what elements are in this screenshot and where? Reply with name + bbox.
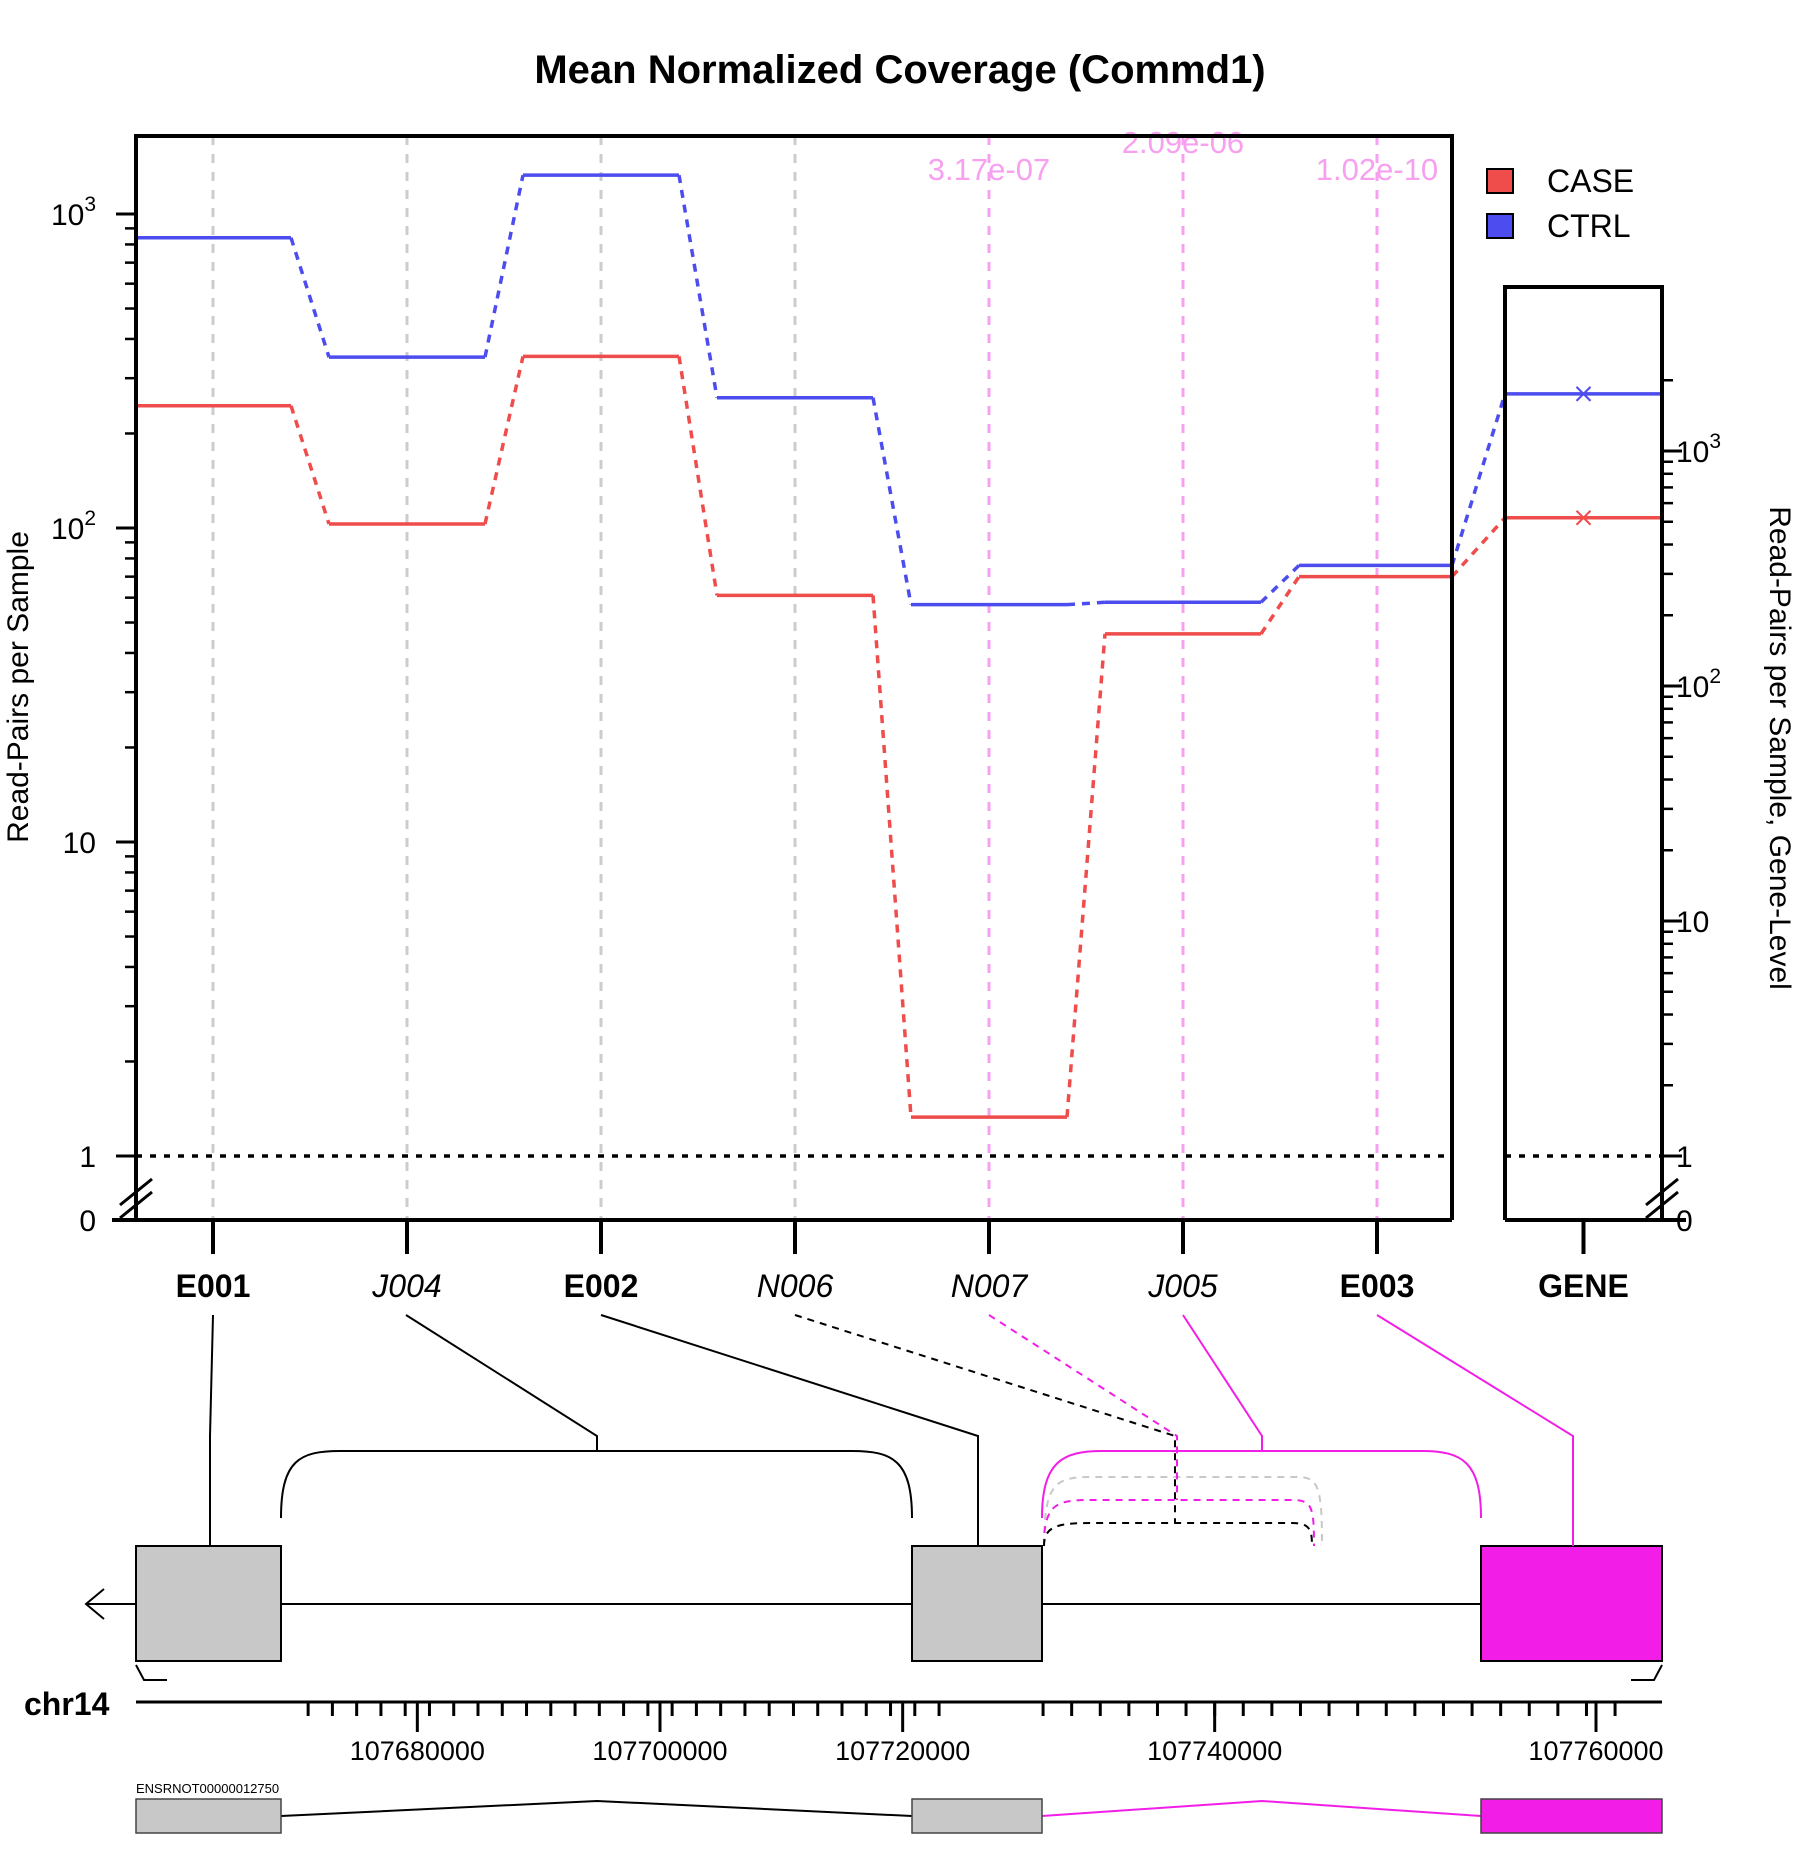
pvalue-label-j005: 2.09e-06 xyxy=(1122,125,1244,160)
junction-arc-j004 xyxy=(280,1450,913,1519)
genome-coord-label-107680000: 107680000 xyxy=(350,1736,485,1766)
series-case-connector-4 xyxy=(1065,633,1107,1118)
legend-label-ctrl: CTRL xyxy=(1547,208,1631,244)
y-tick-label-right-0: 0 xyxy=(1676,1205,1693,1238)
strand-arrow-icon xyxy=(84,1588,105,1620)
transcript-exon-2 xyxy=(911,1798,1043,1834)
y-tick-label-left-0: 0 xyxy=(79,1205,96,1238)
y-tick-label-left-100: 102 xyxy=(51,507,96,546)
y-tick-label-right-100: 102 xyxy=(1676,665,1721,704)
feature-connector-j004 xyxy=(405,1314,598,1451)
series-ctrl-gene-connector xyxy=(1450,393,1507,566)
feature-label-n006: N006 xyxy=(757,1268,834,1304)
exon-box-2 xyxy=(911,1545,1043,1662)
genome-coord-label-107720000: 107720000 xyxy=(835,1736,970,1766)
chart-title: Mean Normalized Coverage (Commd1) xyxy=(534,48,1265,92)
feature-label-e002: E002 xyxy=(564,1268,639,1304)
exon-box-1 xyxy=(135,1545,282,1662)
series-case-connector-3 xyxy=(871,595,913,1118)
transcript-id-label: ENSRNOT00000012750 xyxy=(136,1781,279,1796)
legend-swatch-ctrl xyxy=(1486,213,1514,239)
feature-connector-j005 xyxy=(1182,1314,1263,1451)
feature-connector-e003 xyxy=(1376,1314,1574,1546)
series-ctrl-gene-marker xyxy=(1575,386,1592,402)
series-ctrl-connector-2 xyxy=(677,174,719,398)
series-case-connector-2 xyxy=(677,356,719,596)
series-ctrl-connector-4 xyxy=(1066,600,1106,607)
legend-swatch-case xyxy=(1486,168,1514,194)
legend-label-case: CASE xyxy=(1547,163,1634,199)
exon-box-3 xyxy=(1480,1545,1663,1662)
transcript-exon-3 xyxy=(1480,1798,1663,1834)
y-tick-label-right-1: 1 xyxy=(1676,1141,1693,1174)
series-ctrl-connector-3 xyxy=(871,397,913,605)
axis-break-left xyxy=(119,1177,153,1220)
y-tick-label-right-10: 10 xyxy=(1676,906,1709,939)
feature-label-gene: GENE xyxy=(1538,1268,1629,1304)
plot-frame xyxy=(112,134,1686,1222)
feature-label-j004: J004 xyxy=(371,1268,441,1304)
chromosome-label: chr14 xyxy=(24,1686,110,1722)
series-ctrl-connector-1 xyxy=(483,174,525,358)
pvalue-label-e003: 1.02e-10 xyxy=(1316,152,1438,187)
y-tick-label-left-10: 10 xyxy=(63,827,96,860)
feature-connector-n006 xyxy=(794,1314,1176,1523)
y-tick-label-left-1: 1 xyxy=(79,1141,96,1174)
tx-end-left xyxy=(135,1664,167,1681)
feature-gridlines: 3.17e-07 2.09e-06 1.02e-10 xyxy=(136,125,1662,1220)
pvalue-label-n007: 3.17e-07 xyxy=(928,152,1050,187)
y-tick-label-left-1000: 103 xyxy=(51,193,96,232)
genome-coord-label-107740000: 107740000 xyxy=(1147,1736,1282,1766)
transcript-intron-2 xyxy=(1041,1799,1482,1817)
series-case-gene-marker xyxy=(1575,510,1592,526)
genome-coord-label-107760000: 107760000 xyxy=(1528,1736,1663,1766)
series-case-gene-connector xyxy=(1450,516,1507,578)
genome-coord-label-107700000: 107700000 xyxy=(592,1736,727,1766)
y-axis-label-right: Read-Pairs per Sample, Gene-Level xyxy=(1763,506,1796,990)
feature-connector-e002 xyxy=(600,1314,979,1546)
transcript-intron-1 xyxy=(280,1799,913,1817)
junction-arc-j005 xyxy=(1041,1450,1482,1519)
feature-connector-e001 xyxy=(209,1314,214,1546)
gene-model: chr14 107680000 107700000 107720000 10774000… xyxy=(24,1314,1664,1834)
tx-end-right xyxy=(1631,1664,1663,1681)
series-case-connector-1 xyxy=(483,355,525,525)
novel-arc-n006 xyxy=(1043,1522,1313,1547)
feature-label-e003: E003 xyxy=(1340,1268,1415,1304)
series-ctrl-connector-5 xyxy=(1259,564,1301,604)
novel-arc-n007 xyxy=(1043,1499,1315,1547)
legend: CASE CTRL xyxy=(1486,163,1634,244)
series-ctrl-connector-0 xyxy=(289,237,331,358)
feature-label-n007: N007 xyxy=(951,1268,1029,1304)
novel-arc-grey xyxy=(1043,1476,1323,1547)
feature-connector-n007 xyxy=(988,1314,1178,1500)
y-tick-label-right-1000: 103 xyxy=(1676,430,1721,469)
transcript-exon-1 xyxy=(135,1798,282,1834)
gene-plot-frame xyxy=(1503,285,1664,1220)
axes: 0 0 1 1 10 10 102 102 103 103 xyxy=(51,193,1721,1238)
feature-label-j005: J005 xyxy=(1147,1268,1218,1304)
series-case-connector-5 xyxy=(1259,575,1301,635)
series-case-connector-0 xyxy=(289,405,331,525)
series-lines xyxy=(136,173,1662,1119)
axis-break-right xyxy=(1645,1177,1679,1220)
main-plot-frame xyxy=(134,134,1454,1220)
y-axis-label-left: Read-Pairs per Sample xyxy=(2,531,35,843)
feature-labels: E001 J004 E002 N006 N007 J005 E003 GENE xyxy=(176,1220,1629,1304)
feature-label-e001: E001 xyxy=(176,1268,251,1304)
